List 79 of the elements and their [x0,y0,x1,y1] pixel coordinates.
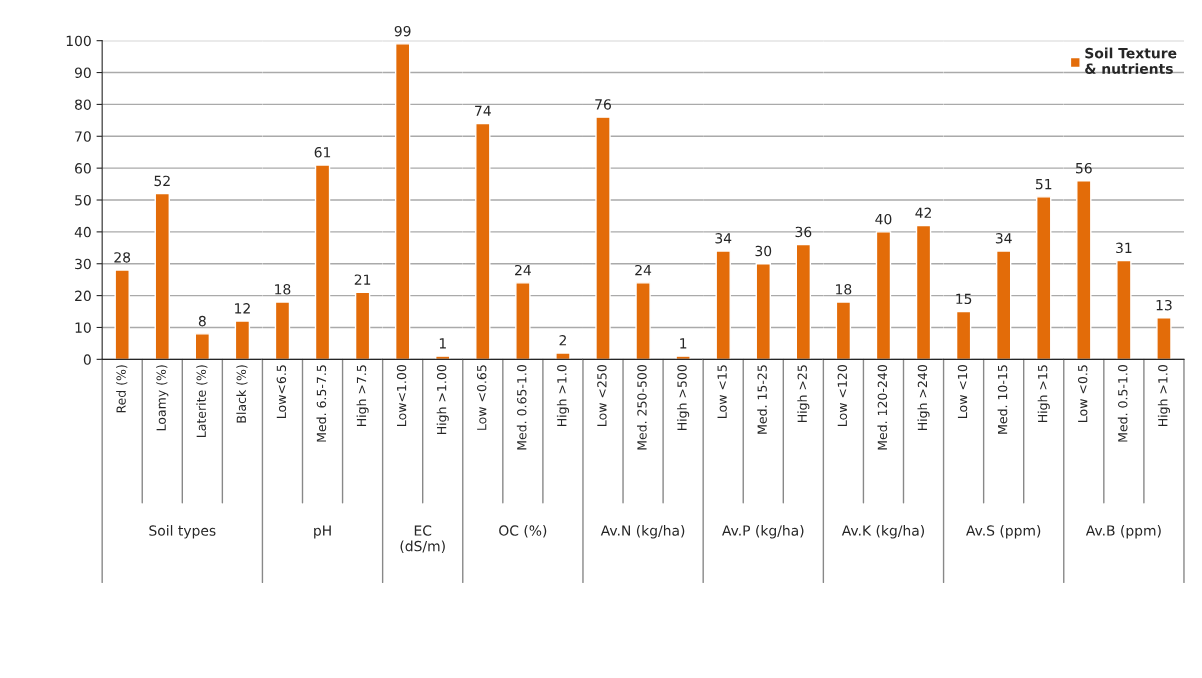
data-label: 21 [354,274,371,285]
data-label: 13 [1156,299,1172,311]
x-axis-title: Av.B (ppm) [1085,525,1161,539]
x-axis-title: Soil types [149,525,216,539]
x-tick-label: Med. 250-500 [637,365,647,450]
x-tick-label: Red (%) [116,365,128,413]
x-tick-label: High >240 [917,365,930,431]
y-tick-label: 70 [75,131,91,142]
data-label: 34 [995,233,1012,244]
x-tick-label: High >1.00 [436,365,449,434]
data-label: 61 [314,146,331,158]
y-tick-label: 80 [75,99,91,110]
data-label: 8 [198,315,206,327]
x-tick-label: Med. 15-25 [757,365,767,434]
data-label: 74 [475,105,491,116]
x-tick-label: Med. 0.65-1.0 [516,365,527,450]
data-label: 51 [1035,179,1052,190]
y-tick-label: 100 [66,35,91,47]
y-tick-label: 20 [75,290,91,302]
data-label: 15 [956,293,972,305]
bar [114,269,130,360]
x-tick-label: Low <120 [837,365,848,426]
x-tick-label: High >1.0 [1157,365,1170,427]
data-label: 30 [755,245,772,257]
x-axis-title: Av.K (kg/ha) [841,525,924,539]
x-tick-label: Low <0.65 [476,365,487,430]
x-tick-label: Laterite (%) [196,365,208,437]
x-tick-label: High >25 [797,365,810,423]
x-axis-title: Av.N (kg/ha) [600,525,685,539]
x-tick-label: Low<6.5 [276,365,287,418]
data-label: 2 [559,334,566,346]
x-tick-label: High >1.0 [556,365,569,427]
x-tick-label: High >500 [677,365,690,431]
x-tick-label: Med. 10-15 [997,365,1008,434]
data-label: 76 [595,99,611,110]
bar [154,192,170,360]
x-axis-title: Av.S (ppm) [966,525,1041,539]
bar [234,320,251,360]
data-label: 1 [439,338,446,349]
x-tick-label: Low<1.00 [396,365,407,426]
y-tick-label: 30 [75,258,91,270]
x-tick-label: Black (%) [236,365,248,423]
y-tick-label: 0 [83,354,91,365]
x-tick-label: Med. 6.5-7.5 [316,365,327,442]
x-axis-title: EC (dS/m) [400,525,445,553]
x-axis-title: Av.P (kg/ha) [722,525,804,539]
x-axis-title: pH [314,525,331,539]
data-label: 12 [235,303,250,314]
y-tick-label: 90 [74,67,91,79]
data-label: 34 [715,233,732,244]
data-label: 99 [394,25,411,37]
x-tick-label: Med. 0.5-1.0 [1117,365,1128,442]
data-label: 28 [114,252,131,263]
data-label: 31 [1116,242,1132,254]
x-tick-label: Loamy (%) [156,365,169,431]
bar [194,333,211,360]
data-label: 24 [635,264,652,276]
data-label: 18 [275,284,291,295]
data-label: 24 [515,264,531,276]
x-tick-label: High >7.5 [356,365,369,427]
x-tick-label: Low <0.5 [1077,365,1088,422]
data-label: 40 [875,213,892,225]
x-tick-label: Low <15 [717,365,727,418]
y-tick-label: 40 [74,226,91,238]
data-label: 42 [915,207,931,218]
y-tick-label: 50 [75,194,91,206]
y-tick-label: 10 [75,322,91,333]
x-axis-title: OC (%) [499,525,547,538]
data-label: 36 [795,226,812,238]
x-tick-label: Low <250 [597,365,607,426]
data-label: 1 [680,338,687,349]
data-label: 52 [154,175,170,187]
x-tick-label: Med. 120-240 [877,365,888,450]
y-tick-label: 60 [75,163,91,174]
x-tick-label: High >15 [1037,365,1050,423]
legend-label: Soil Texture & nutrients [1085,47,1177,74]
data-label: 56 [1076,162,1092,174]
data-label: 18 [836,284,852,295]
x-tick-label: Low <10 [957,365,968,418]
